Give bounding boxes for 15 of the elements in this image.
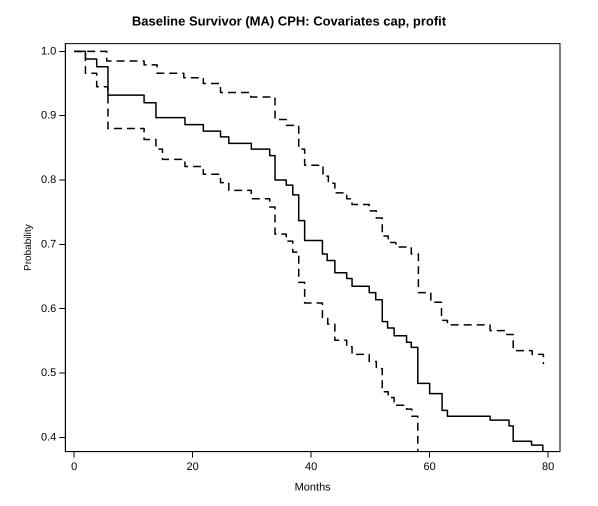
y-tick-label: 0.8	[40, 174, 56, 186]
y-axis-title: Probability	[22, 224, 34, 271]
x-tick-label: 0	[71, 461, 78, 474]
x-tick-label: 40	[305, 461, 318, 474]
y-tick-label: 1.0	[40, 45, 56, 58]
x-axis-title: Months	[294, 481, 332, 494]
y-tick-label: 0.7	[40, 238, 56, 250]
y-tick-label: 0.5	[40, 367, 56, 380]
y-tick-label: 0.9	[40, 110, 56, 122]
x-tick-label: 60	[424, 461, 436, 474]
chart-title: Baseline Survivor (MA) CPH: Covariates cap, profit	[132, 13, 447, 28]
x-tick-label: 80	[542, 461, 554, 474]
x-tick-label: 20	[186, 461, 199, 474]
y-tick-label: 0.4	[40, 431, 56, 444]
y-tick-label: 0.6	[40, 302, 56, 315]
